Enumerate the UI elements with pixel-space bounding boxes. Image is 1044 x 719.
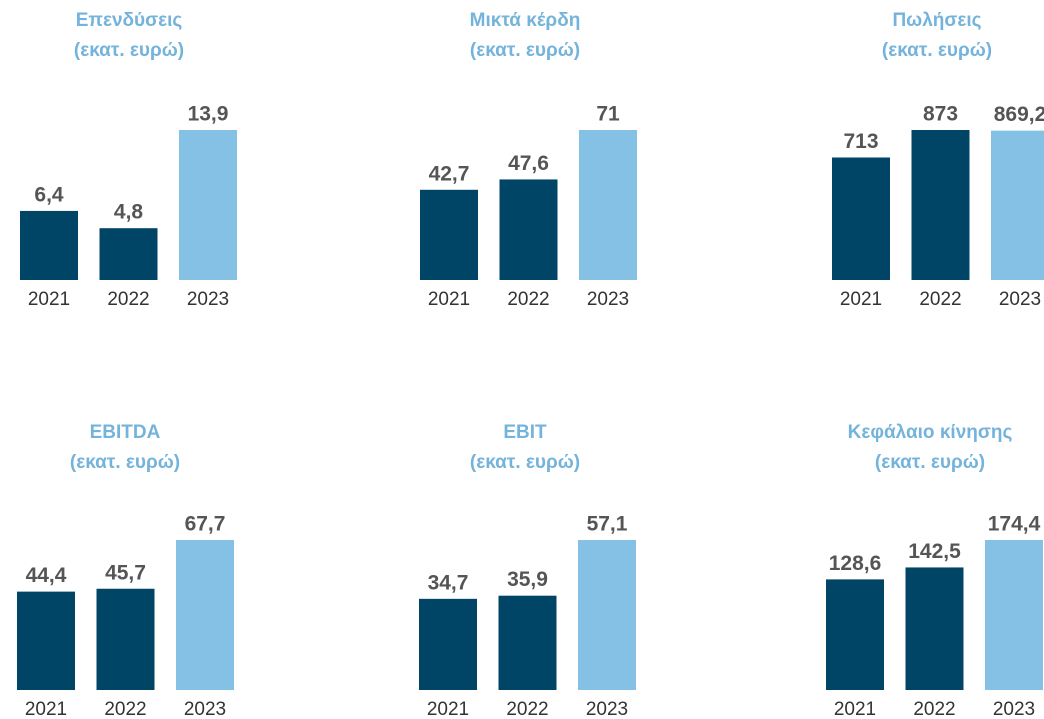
value-label: 67,7 [185, 513, 226, 536]
x-tick-label: 2022 [913, 699, 955, 719]
bar [179, 130, 237, 280]
bar [17, 591, 75, 690]
x-tick-label: 2021 [25, 699, 67, 719]
chart-title: Κεφάλαιο κίνησης [848, 422, 1013, 443]
bar [991, 130, 1044, 280]
bar [176, 540, 234, 690]
x-tick-label: 2021 [28, 289, 70, 310]
value-label: 42,7 [429, 162, 470, 185]
bar [826, 579, 884, 690]
chart-title: EBITDA [90, 422, 161, 443]
x-tick-label: 2022 [107, 289, 149, 310]
x-tick-label: 2022 [919, 289, 961, 310]
x-tick-label: 2023 [586, 699, 628, 719]
bar [579, 130, 637, 280]
bar [20, 210, 78, 280]
x-tick-label: 2023 [187, 289, 229, 310]
bar [419, 598, 477, 690]
value-label: 6,4 [34, 183, 64, 206]
x-tick-label: 2023 [999, 289, 1041, 310]
chart-subtitle: (εκατ. ευρώ) [882, 40, 992, 61]
chart-title: Επενδύσεις [76, 10, 183, 31]
chart-subtitle: (εκατ. ευρώ) [470, 452, 580, 473]
bar [911, 130, 970, 280]
x-tick-label: 2022 [104, 699, 146, 719]
x-tick-label: 2023 [993, 699, 1035, 719]
value-label: 71 [596, 103, 620, 126]
bar [578, 540, 636, 690]
value-label: 4,8 [114, 201, 144, 224]
x-tick-label: 2021 [428, 289, 470, 310]
bar [96, 588, 155, 690]
value-label: 45,7 [105, 561, 146, 584]
bar [99, 228, 158, 280]
chart-subtitle: (εκατ. ευρώ) [74, 40, 184, 61]
bar [420, 189, 478, 280]
bar [498, 595, 557, 690]
chart-subtitle: (εκατ. ευρώ) [470, 40, 580, 61]
chart-title: Μικτά κέρδη [470, 10, 581, 31]
value-label: 34,7 [428, 571, 469, 594]
x-tick-label: 2023 [587, 289, 629, 310]
x-tick-label: 2021 [840, 289, 882, 310]
value-label: 13,9 [188, 103, 229, 126]
chart-subtitle: (εκατ. ευρώ) [70, 452, 180, 473]
x-tick-label: 2022 [506, 699, 548, 719]
chart-title: EBIT [503, 422, 547, 443]
value-label: 873 [923, 103, 958, 126]
value-label: 174,4 [988, 513, 1041, 536]
chart-subtitle: (εκατ. ευρώ) [875, 452, 985, 473]
value-label: 142,5 [908, 540, 961, 563]
value-label: 713 [843, 130, 878, 153]
value-label: 47,6 [508, 152, 549, 175]
value-label: 128,6 [829, 552, 882, 575]
x-tick-label: 2023 [184, 699, 226, 719]
value-label: 57,1 [587, 513, 628, 536]
bar [832, 157, 890, 280]
x-tick-label: 2021 [834, 699, 876, 719]
value-label: 44,4 [26, 564, 67, 587]
value-label: 35,9 [507, 568, 548, 591]
bar [905, 567, 964, 690]
bar [499, 179, 558, 280]
value-label: 869,2 [994, 103, 1044, 126]
x-tick-label: 2021 [427, 699, 469, 719]
bar [985, 540, 1043, 690]
x-tick-label: 2022 [507, 289, 549, 310]
chart-title: Πωλήσεις [892, 10, 981, 31]
